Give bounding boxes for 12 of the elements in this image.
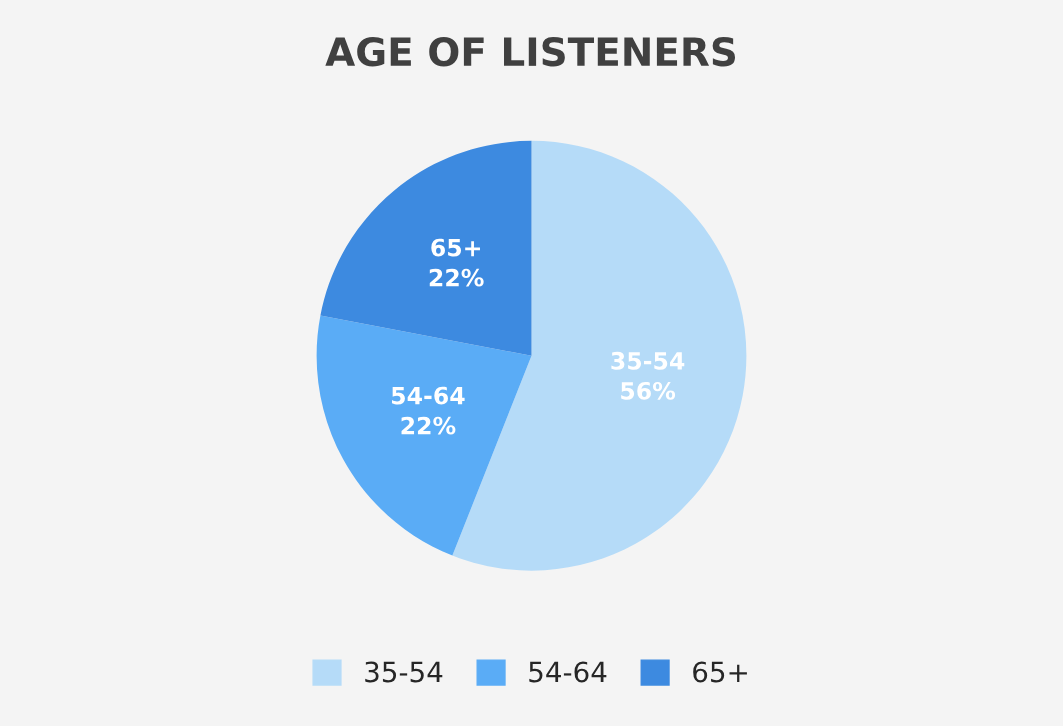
- pie-slice: [320, 140, 532, 356]
- chart-title: AGE OF LISTENERS: [325, 36, 736, 67]
- data-label: 22%: [429, 268, 484, 287]
- data-label: 56%: [621, 381, 676, 400]
- slice-label: 65+: [431, 238, 480, 257]
- data-label: 22%: [401, 416, 456, 435]
- legend-label: 35-54: [365, 661, 443, 683]
- pie-slice: [316, 315, 532, 556]
- slice-label: 54-64: [391, 386, 465, 405]
- legend-label: 65+: [693, 661, 747, 683]
- slice-label: 35-54: [611, 351, 685, 370]
- legend-label: 54-64: [529, 661, 607, 683]
